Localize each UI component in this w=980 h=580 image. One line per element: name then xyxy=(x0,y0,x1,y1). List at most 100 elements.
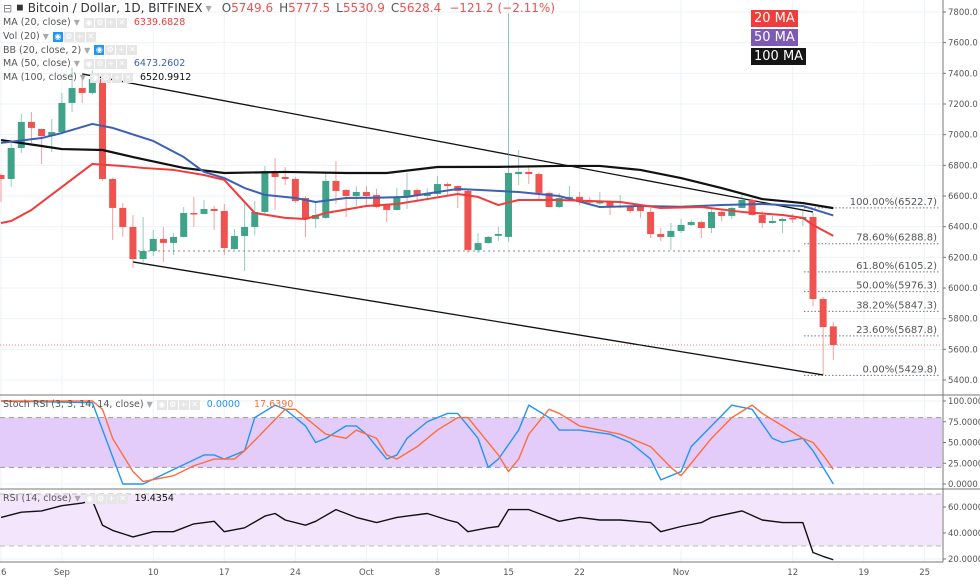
indicator-name[interactable]: Vol (20) xyxy=(3,31,40,43)
candle xyxy=(789,213,797,223)
time-tick-label: 19 xyxy=(858,568,869,578)
collapse-icon[interactable]: ⊟ xyxy=(3,1,13,15)
candle-body xyxy=(606,201,614,208)
time-tick-label: 24 xyxy=(290,568,301,578)
candle xyxy=(728,206,736,219)
candle-body xyxy=(230,236,238,250)
candle xyxy=(768,215,776,224)
chevron-down-icon[interactable]: ▼ xyxy=(205,3,212,13)
rsi-name[interactable]: RSI (14, close) xyxy=(3,493,72,505)
close-icon[interactable]: ✕ xyxy=(85,31,96,42)
ma20-line xyxy=(0,162,834,237)
candle xyxy=(7,142,15,187)
stoch-tick-label: 100.0000 xyxy=(948,397,980,407)
plus-icon[interactable]: + xyxy=(106,493,117,504)
candle-body xyxy=(697,222,705,229)
candle xyxy=(149,230,157,256)
gear-icon[interactable]: ⚙ xyxy=(63,31,74,42)
chevron-down-icon[interactable]: ▼ xyxy=(84,45,91,55)
stoch-name[interactable]: Stoch RSI (3, 3, 14, 14, close) xyxy=(3,399,144,411)
close-icon[interactable]: ✕ xyxy=(127,45,138,56)
candle-body xyxy=(433,184,441,195)
candle-body xyxy=(515,171,523,175)
price-tick-label: 7000.0 xyxy=(948,131,978,141)
candle xyxy=(58,92,66,134)
plus-icon[interactable]: + xyxy=(178,399,189,410)
candle-body xyxy=(758,215,766,223)
eye-icon[interactable]: ◉ xyxy=(94,45,105,56)
gear-icon[interactable]: ⚙ xyxy=(100,72,111,83)
chevron-down-icon[interactable]: ▼ xyxy=(73,59,80,69)
candle-body xyxy=(383,205,391,210)
price-tick-label: 6200.0 xyxy=(948,253,978,263)
eye-icon[interactable]: ◉ xyxy=(52,31,63,42)
indicator-name[interactable]: MA (20, close) xyxy=(3,17,71,29)
chevron-down-icon[interactable]: ▼ xyxy=(74,494,81,504)
stoch-tick-label: 25.0000 xyxy=(948,459,980,469)
candle xyxy=(362,186,370,206)
close-icon[interactable]: ✕ xyxy=(122,72,133,83)
close-icon[interactable]: ✕ xyxy=(116,17,127,28)
eye-icon[interactable]: ◉ xyxy=(156,399,167,410)
candle-body xyxy=(484,236,492,244)
indicator-row: MA (100, close) ▼ ◉ ⚙ + ✕ 6520.9912 xyxy=(3,71,555,85)
candle-body xyxy=(38,128,46,137)
candle-body xyxy=(494,234,502,236)
candle-body xyxy=(565,196,573,199)
plus-icon[interactable]: + xyxy=(74,31,85,42)
gear-icon[interactable]: ⚙ xyxy=(94,58,105,69)
candle-body xyxy=(352,192,360,196)
indicator-name[interactable]: MA (50, close) xyxy=(3,58,71,70)
candle-body xyxy=(48,132,56,137)
indicator-value: 6339.6828 xyxy=(133,17,186,29)
candle xyxy=(606,201,614,216)
low-label: L xyxy=(336,1,343,15)
candle-body xyxy=(768,220,776,223)
gear-icon[interactable]: ⚙ xyxy=(95,493,106,504)
plus-icon[interactable]: + xyxy=(105,17,116,28)
candle-body xyxy=(99,79,106,179)
candle-body xyxy=(322,180,330,218)
eye-icon[interactable]: ◉ xyxy=(84,493,95,504)
close-icon[interactable]: ✕ xyxy=(116,58,127,69)
fib-level-label: 78.60%(6288.8) xyxy=(856,233,937,244)
candle xyxy=(383,204,391,223)
candle xyxy=(718,209,726,221)
chevron-down-icon[interactable]: ▼ xyxy=(146,400,153,410)
candle xyxy=(576,192,584,206)
gear-icon[interactable]: ⚙ xyxy=(105,45,116,56)
rsi-line xyxy=(0,499,834,561)
indicator-name[interactable]: BB (20, close, 2) xyxy=(3,44,82,56)
candle-body xyxy=(626,205,634,212)
close-icon[interactable]: ✕ xyxy=(189,399,200,410)
chevron-down-icon[interactable]: ▼ xyxy=(42,32,49,42)
stoch-tick-label: 0.0000 xyxy=(948,480,978,490)
chevron-down-icon[interactable]: ▼ xyxy=(79,73,86,83)
candle-body xyxy=(17,121,25,149)
symbol-title[interactable]: Bitcoin / Dollar, 1D, BITFINEX xyxy=(27,1,203,15)
low-value: 5530.9 xyxy=(342,1,385,15)
close-icon[interactable]: ✕ xyxy=(117,493,128,504)
plus-icon[interactable]: + xyxy=(116,45,127,56)
candle-body xyxy=(200,209,208,214)
eye-icon[interactable]: ◉ xyxy=(89,72,100,83)
indicator-name[interactable]: MA (100, close) xyxy=(3,72,77,84)
gear-icon[interactable]: ⚙ xyxy=(167,399,178,410)
candle xyxy=(779,217,787,233)
eye-icon[interactable]: ◉ xyxy=(83,17,94,28)
candle-body xyxy=(474,243,482,250)
candle xyxy=(352,186,360,206)
gear-icon[interactable]: ⚙ xyxy=(94,17,105,28)
eye-icon[interactable]: ◉ xyxy=(83,58,94,69)
candle-body xyxy=(809,217,817,300)
candle xyxy=(230,228,238,250)
candle-body xyxy=(829,326,837,345)
plus-icon[interactable]: + xyxy=(105,58,116,69)
price-tick-label: 6800.0 xyxy=(948,161,978,171)
plus-icon[interactable]: + xyxy=(111,72,122,83)
chevron-down-icon[interactable]: ▼ xyxy=(73,18,80,28)
candle-body xyxy=(180,213,188,237)
candle xyxy=(332,161,340,204)
